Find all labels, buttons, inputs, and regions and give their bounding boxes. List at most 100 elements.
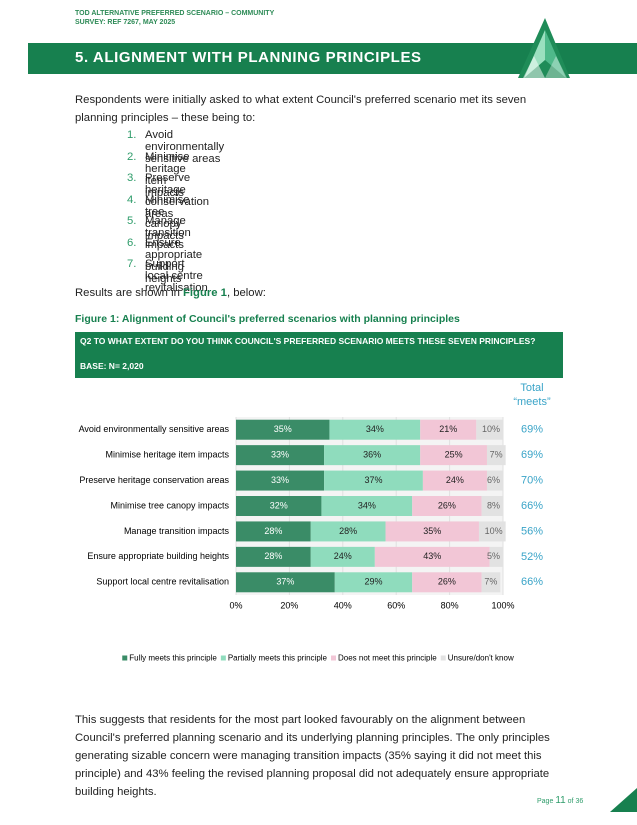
totals-header: Total	[520, 382, 543, 394]
logo	[518, 18, 570, 78]
total-label: 66%	[521, 500, 543, 512]
data-label: 24%	[334, 551, 352, 561]
principle-text: Avoid environmentally sensitive areas	[145, 129, 225, 165]
text: , below:	[226, 287, 266, 299]
data-label: 37%	[276, 577, 294, 587]
data-label: 7%	[484, 577, 497, 587]
bar-segment	[324, 470, 423, 491]
legend-label: Fully meets this principle	[129, 654, 217, 663]
data-label: 8%	[487, 500, 500, 510]
principle-number: 7.	[127, 258, 137, 270]
data-label: 37%	[364, 475, 382, 485]
legend-swatch	[122, 655, 128, 661]
bar-segment	[476, 419, 503, 440]
legend-label: Unsure/don't know	[448, 654, 514, 663]
data-label: 34%	[358, 500, 376, 510]
legend-swatch	[331, 655, 337, 661]
y-tick-label: Support local centre revitalisation	[96, 577, 229, 587]
data-label: 26%	[438, 577, 456, 587]
corner-mark	[610, 788, 637, 812]
data-label: 7%	[490, 450, 503, 460]
results-text: Results are shown in Figure 1, below:	[75, 284, 266, 302]
bar-segment	[236, 419, 330, 440]
data-label: 43%	[423, 551, 441, 561]
page-footer: Page 11 of 36	[537, 795, 583, 806]
principle-number: 2.	[127, 150, 137, 163]
bar-segment	[236, 445, 325, 466]
principle-number: 6.	[127, 236, 137, 249]
bar-segment	[481, 572, 501, 593]
data-label: 28%	[339, 526, 357, 536]
principle-number: 3.	[127, 172, 137, 184]
question-box	[75, 332, 563, 378]
data-label: 35%	[274, 424, 292, 434]
legend-label: Does not meet this principle	[338, 654, 437, 663]
total-label: 69%	[521, 424, 543, 436]
bar-segment	[374, 546, 490, 567]
bar-segment	[478, 521, 506, 542]
data-label: 28%	[264, 526, 282, 536]
principle-text: Support local centre revitalisation	[145, 258, 208, 294]
page-number: 11	[555, 795, 566, 806]
intro: Respondents were initially asked to what…	[75, 94, 527, 124]
text: Page	[537, 798, 554, 805]
bar-segment	[412, 496, 482, 516]
bar-segment	[481, 496, 503, 516]
x-tick-label: 80%	[441, 600, 459, 610]
legend-swatch	[440, 655, 446, 661]
data-label: 26%	[438, 500, 456, 510]
data-label: 10%	[482, 424, 500, 434]
x-tick-label: 20%	[280, 600, 298, 610]
bar-segment	[486, 445, 506, 466]
principle-text: Manage transition impacts	[145, 215, 191, 251]
data-label: 33%	[271, 475, 289, 485]
principle-text: Ensure appropriate building heights	[145, 236, 203, 285]
bar-segment	[236, 496, 322, 516]
total-label: 56%	[521, 525, 543, 537]
y-tick-label: Avoid environmentally sensitive areas	[79, 424, 230, 434]
text: of 36	[567, 798, 584, 805]
bar-segment	[334, 572, 413, 593]
y-tick-label: Minimise tree canopy impacts	[110, 500, 229, 510]
total-label: 52%	[521, 551, 543, 563]
bar-segment	[420, 419, 477, 440]
header-line: TOD ALTERNATIVE PREFERRED SCENARIO – COM…	[75, 10, 275, 17]
bar-segment	[310, 521, 386, 542]
data-label: 5%	[487, 551, 500, 561]
x-tick-label: 40%	[334, 600, 352, 610]
data-label: 10%	[485, 526, 503, 536]
data-label: 32%	[270, 500, 288, 510]
data-label: 25%	[445, 450, 463, 460]
bar-segment	[420, 445, 487, 466]
base: BASE: N= 2,020	[80, 361, 144, 371]
legend-label: Partially meets this principle	[228, 654, 328, 663]
bar-segment	[486, 470, 503, 491]
legend-swatch	[220, 655, 226, 661]
principle-number: 1.	[127, 129, 137, 141]
total-label: 70%	[521, 474, 543, 486]
y-tick-label: Manage transition impacts	[124, 526, 230, 536]
data-label: 29%	[364, 577, 382, 587]
section-title: 5. ALIGNMENT WITH PLANNING PRINCIPLES	[75, 49, 422, 66]
x-tick-label: 0%	[229, 600, 242, 610]
text: Results are shown in	[75, 287, 183, 299]
principle-text: Preserve heritage conservation areas	[145, 172, 210, 220]
bar-segment	[321, 496, 413, 516]
data-label: 33%	[271, 450, 289, 460]
y-tick-label: Preserve heritage conservation areas	[79, 475, 229, 485]
bar-segment	[412, 572, 482, 593]
x-tick-label: 100%	[491, 600, 514, 610]
bar-segment	[422, 470, 487, 491]
header-line: SURVEY: REF 7267, MAY 2025	[75, 19, 176, 26]
principle-number: 5.	[127, 215, 137, 227]
question: Q2 TO WHAT EXTENT DO YOU THINK COUNCIL'S…	[80, 336, 536, 346]
data-label: 35%	[423, 526, 441, 536]
bar-segment	[236, 546, 311, 567]
data-label: 24%	[446, 475, 464, 485]
total-label: 69%	[521, 449, 543, 461]
bar-segment	[489, 546, 503, 567]
figure-link[interactable]: Figure 1	[183, 287, 227, 299]
data-label: 6%	[487, 475, 500, 485]
bar-segment	[329, 419, 421, 440]
totals-header: “meets”	[513, 396, 551, 408]
